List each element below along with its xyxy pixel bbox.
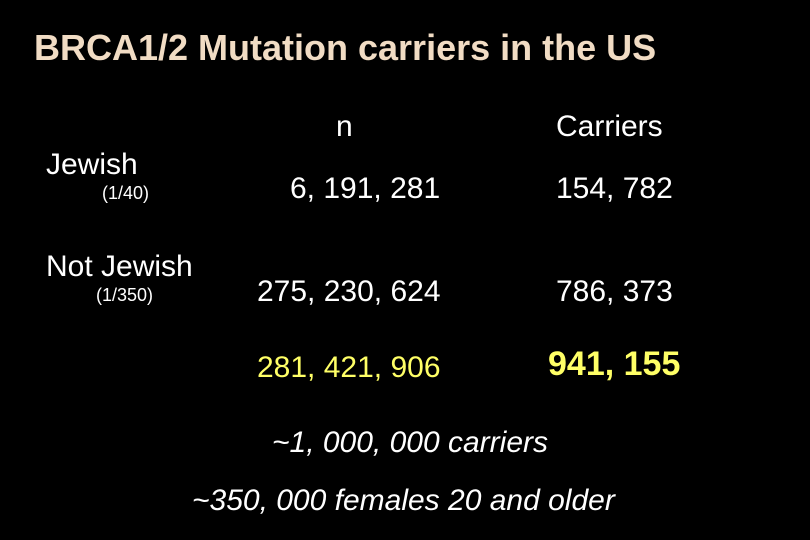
cell-carriers-not-jewish: 786, 373 [556,275,673,308]
note-total-carriers: ~1, 000, 000 carriers [272,426,548,459]
column-header-n: n [336,110,353,143]
cell-n-not-jewish: 275, 230, 624 [257,275,441,308]
total-carriers: 941, 155 [548,345,681,383]
cell-carriers-jewish: 154, 782 [556,172,673,205]
row-ratio-jewish: (1/40) [102,183,150,203]
row-label-not-jewish: Not Jewish [46,250,193,283]
row-label-jewish: Jewish [46,148,138,181]
total-n: 281, 421, 906 [257,351,441,384]
slide-title: BRCA1/2 Mutation carriers in the US [34,27,657,68]
cell-n-jewish: 6, 191, 281 [290,172,441,205]
column-header-carriers: Carriers [556,110,663,143]
note-females: ~350, 000 females 20 and older [192,484,615,517]
row-ratio-not-jewish: (1/350) [96,285,154,305]
